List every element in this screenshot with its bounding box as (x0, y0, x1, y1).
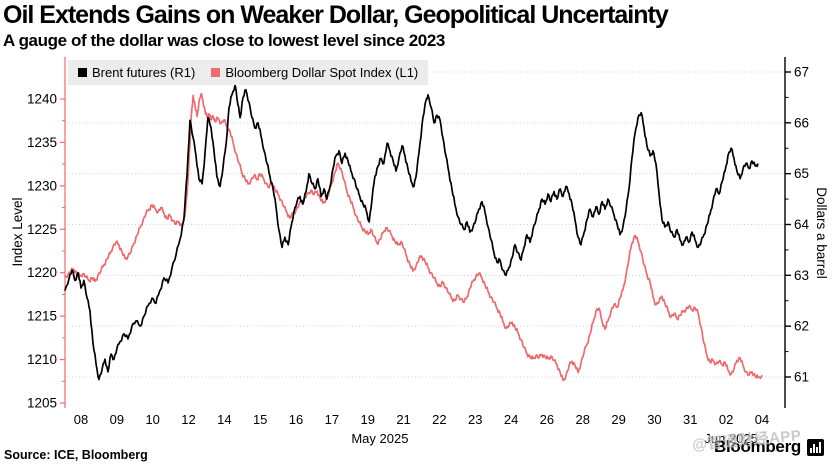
x-tick-label: 08 (74, 412, 88, 427)
source-credit: Source: ICE, Bloomberg (4, 448, 148, 462)
right-axis-tick-label: 63 (794, 268, 809, 283)
legend-label-dollar-index: Bloomberg Dollar Spot Index (L1) (225, 65, 419, 80)
x-tick-label: 19 (360, 412, 374, 427)
x-tick-label: 10 (145, 412, 159, 427)
x-tick-label: 23 (468, 412, 482, 427)
left-axis-tick-label: 1235 (27, 135, 57, 150)
page-title: Oil Extends Gains on Weaker Dollar, Geop… (3, 1, 669, 29)
legend-label-brent: Brent futures (R1) (92, 65, 196, 80)
x-month-label: May 2025 (351, 431, 408, 446)
right-axis-tick-label: 62 (794, 319, 809, 334)
left-axis-tick-label: 1240 (27, 92, 57, 107)
left-axis-tick-label: 1215 (27, 309, 57, 324)
x-tick-label: 31 (683, 412, 697, 427)
brent-swatch-icon (78, 68, 87, 77)
right-axis-tick-label: 64 (794, 217, 810, 232)
right-axis-tick-label: 67 (794, 65, 809, 80)
x-tick-label: 30 (647, 412, 661, 427)
x-tick-label: 29 (611, 412, 625, 427)
x-tick-label: 09 (110, 412, 124, 427)
right-axis-tick-label: 66 (794, 115, 809, 130)
legend-item-brent: Brent futures (R1) (78, 65, 195, 80)
right-axis-title: Dollars a barrel (814, 187, 829, 279)
series-line-brent (64, 83, 759, 381)
legend-item-dollar-index: Bloomberg Dollar Spot Index (L1) (211, 65, 418, 80)
left-axis-tick-label: 1210 (27, 352, 57, 367)
x-tick-label: 24 (504, 412, 518, 427)
bloomberg-brand: Bloomberg (714, 437, 824, 457)
x-tick-label: 14 (217, 412, 231, 427)
x-tick-label: 15 (253, 412, 267, 427)
x-tick-label: 22 (432, 412, 446, 427)
x-tick-label: 12 (181, 412, 195, 427)
bloomberg-terminal-icon (807, 438, 824, 456)
page-subtitle: A gauge of the dollar was close to lowes… (3, 31, 445, 50)
x-tick-label: 17 (325, 412, 339, 427)
right-axis-tick-label: 61 (794, 369, 809, 384)
x-tick-label: 28 (576, 412, 590, 427)
x-tick-label: 02 (719, 412, 733, 427)
series-line-dollar-index (64, 92, 763, 382)
x-tick-label: 26 (540, 412, 554, 427)
left-axis-tick-label: 1225 (27, 222, 57, 237)
x-month-label: Jun 2025 (704, 431, 758, 446)
left-axis-tick-label: 1220 (27, 265, 57, 280)
left-axis-tick-label: 1230 (27, 178, 57, 193)
x-tick-label: 16 (289, 412, 303, 427)
x-tick-label: 21 (396, 412, 410, 427)
left-axis-title: Index Level (10, 197, 25, 266)
left-axis-tick-label: 1205 (27, 396, 57, 411)
right-axis-tick-label: 65 (794, 166, 809, 181)
chart-legend: Brent futures (R1) Bloomberg Dollar Spot… (68, 60, 429, 85)
dollar-index-swatch-icon (211, 68, 221, 77)
bloomberg-wordmark: Bloomberg (713, 437, 801, 456)
x-tick-label: 04 (755, 412, 769, 427)
